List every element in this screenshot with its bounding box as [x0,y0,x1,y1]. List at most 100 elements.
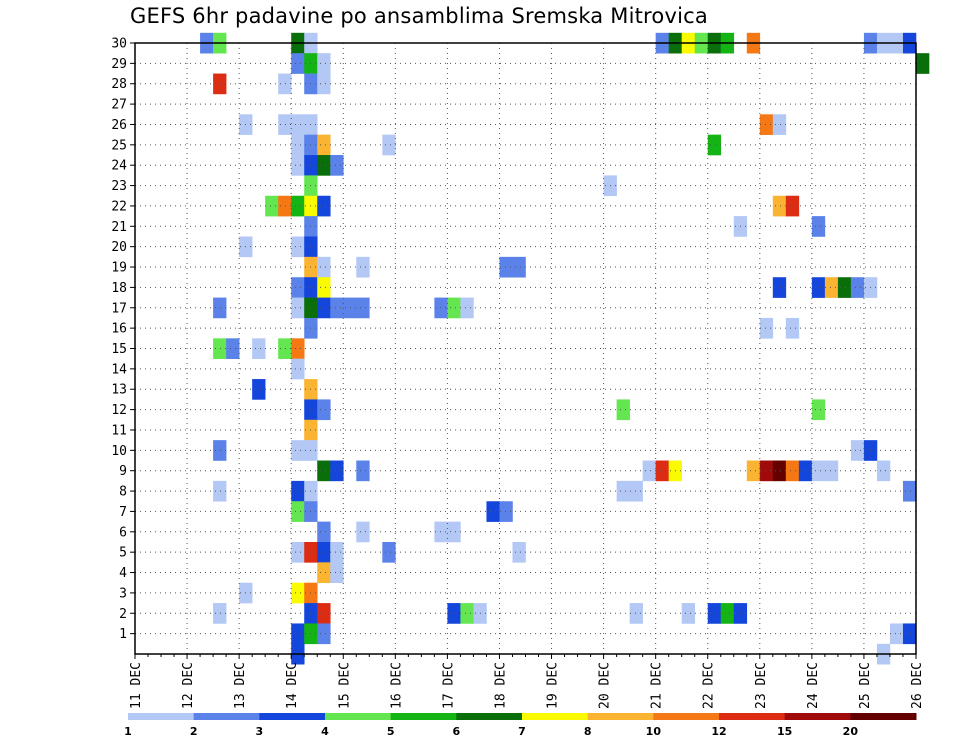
colorbar-tick-label: 7 [518,725,526,738]
y-tick-label: 2 [119,607,127,622]
heatmap-cell [291,277,305,298]
heatmap-cell [772,114,787,135]
heatmap-cell [629,480,643,502]
heatmap-cell [226,338,240,359]
heatmap-cell [837,277,852,298]
heatmap-cell [330,155,344,176]
heatmap-cell [499,501,513,522]
heatmap-cell [447,521,461,543]
x-axis: 11 DEC 12 DEC 13 DEC 14 DEC 15 DEC 16 DEC 17 D… [129,654,925,709]
heatmap-cell [616,399,630,421]
heatmap-cell [811,399,826,421]
colorbar-swatch [587,713,654,720]
heatmap-cell [772,277,787,298]
heatmap-cell [317,134,331,156]
heatmap-cells [200,32,930,665]
heatmap-cell [655,460,669,482]
heatmap-cell [889,623,904,645]
heatmap-cell [317,541,331,563]
heatmap-cell [317,195,331,217]
heatmap-cell [291,236,305,258]
heatmap-cell [278,73,292,95]
heatmap-cell [824,460,839,482]
heatmap-cell [317,623,331,645]
y-tick-label: 28 [111,77,127,92]
heatmap-cell [811,216,826,237]
heatmap-cell [330,562,344,584]
heatmap-cell [278,195,292,217]
y-tick-label: 12 [111,403,127,418]
heatmap-cell [291,358,305,380]
colorbar-swatch [456,713,523,720]
colorbar-tick-label: 1 [124,725,132,738]
x-tick-label: 22 DEC [702,662,717,709]
y-tick-label: 14 [111,362,127,377]
heatmap-cell [291,501,305,522]
y-tick-label: 18 [111,281,127,296]
heatmap-cell [317,603,331,624]
colorbar-swatch [128,713,195,720]
heatmap-cell [382,134,396,156]
heatmap-cell [916,53,930,74]
heatmap-cell [317,521,331,543]
heatmap-cell [785,195,800,217]
heatmap-cell [252,338,266,359]
heatmap-cell [317,73,331,95]
y-tick-label: 20 [111,240,127,255]
colorbar-tick-label: 20 [843,725,859,738]
heatmap-cell [447,603,461,624]
y-axis: 1234567891011121314151617181920212223242… [111,37,135,642]
heatmap-cell [317,277,331,298]
heatmap-cell [499,256,513,278]
heatmap-cell [291,541,305,563]
heatmap-cell [317,256,331,278]
x-tick-label: 17 DEC [441,662,456,709]
heatmap-cell [902,623,917,645]
y-tick-label: 15 [111,342,127,357]
x-tick-label: 15 DEC [337,662,352,709]
heatmap-cell [265,195,279,217]
colorbar-tick-label: 2 [190,725,198,738]
heatmap-cell [512,541,526,563]
y-tick-label: 3 [119,586,127,601]
colorbar-tick-label: 15 [777,725,792,738]
y-tick-label: 9 [119,464,127,479]
heatmap-cell [811,460,826,482]
heatmap-cell [356,256,370,278]
heatmap-cell [317,297,331,319]
heatmap-cell [616,480,630,502]
heatmap-cell [681,603,696,624]
heatmap-cell [850,440,865,461]
heatmap-cell [291,582,305,604]
y-tick-label: 13 [111,383,127,398]
heatmap-cell [486,501,500,522]
heatmap-cell [213,480,227,502]
colorbar-swatch [193,713,260,720]
x-tick-label: 19 DEC [546,662,561,709]
heatmap-cell [291,480,305,502]
heatmap-cell [772,195,787,217]
heatmap-cell [278,114,292,135]
heatmap-cell [291,623,305,645]
x-tick-label: 21 DEC [650,662,665,709]
y-tick-label: 21 [111,220,127,235]
y-tick-label: 17 [111,301,127,316]
y-tick-label: 25 [111,138,127,153]
y-tick-label: 6 [119,525,127,540]
heatmap-cell [512,256,526,278]
heatmap-cell [330,297,344,319]
y-tick-label: 8 [119,485,127,500]
heatmap-cell [382,541,396,563]
heatmap-cell [785,317,800,339]
heatmap-cell [772,460,787,482]
heatmap-cell [434,521,448,543]
heatmap-cell [317,562,331,584]
heatmap-cell [850,277,865,298]
colorbar: 1 2 3 4 5 6 7 8 10 12 15 20 [124,713,917,738]
colorbar-tick-label: 3 [256,725,264,738]
heatmap-cell [291,297,305,319]
x-tick-label: 16 DEC [389,662,404,709]
colorbar-swatch [259,713,326,720]
grid-lines [135,42,916,654]
